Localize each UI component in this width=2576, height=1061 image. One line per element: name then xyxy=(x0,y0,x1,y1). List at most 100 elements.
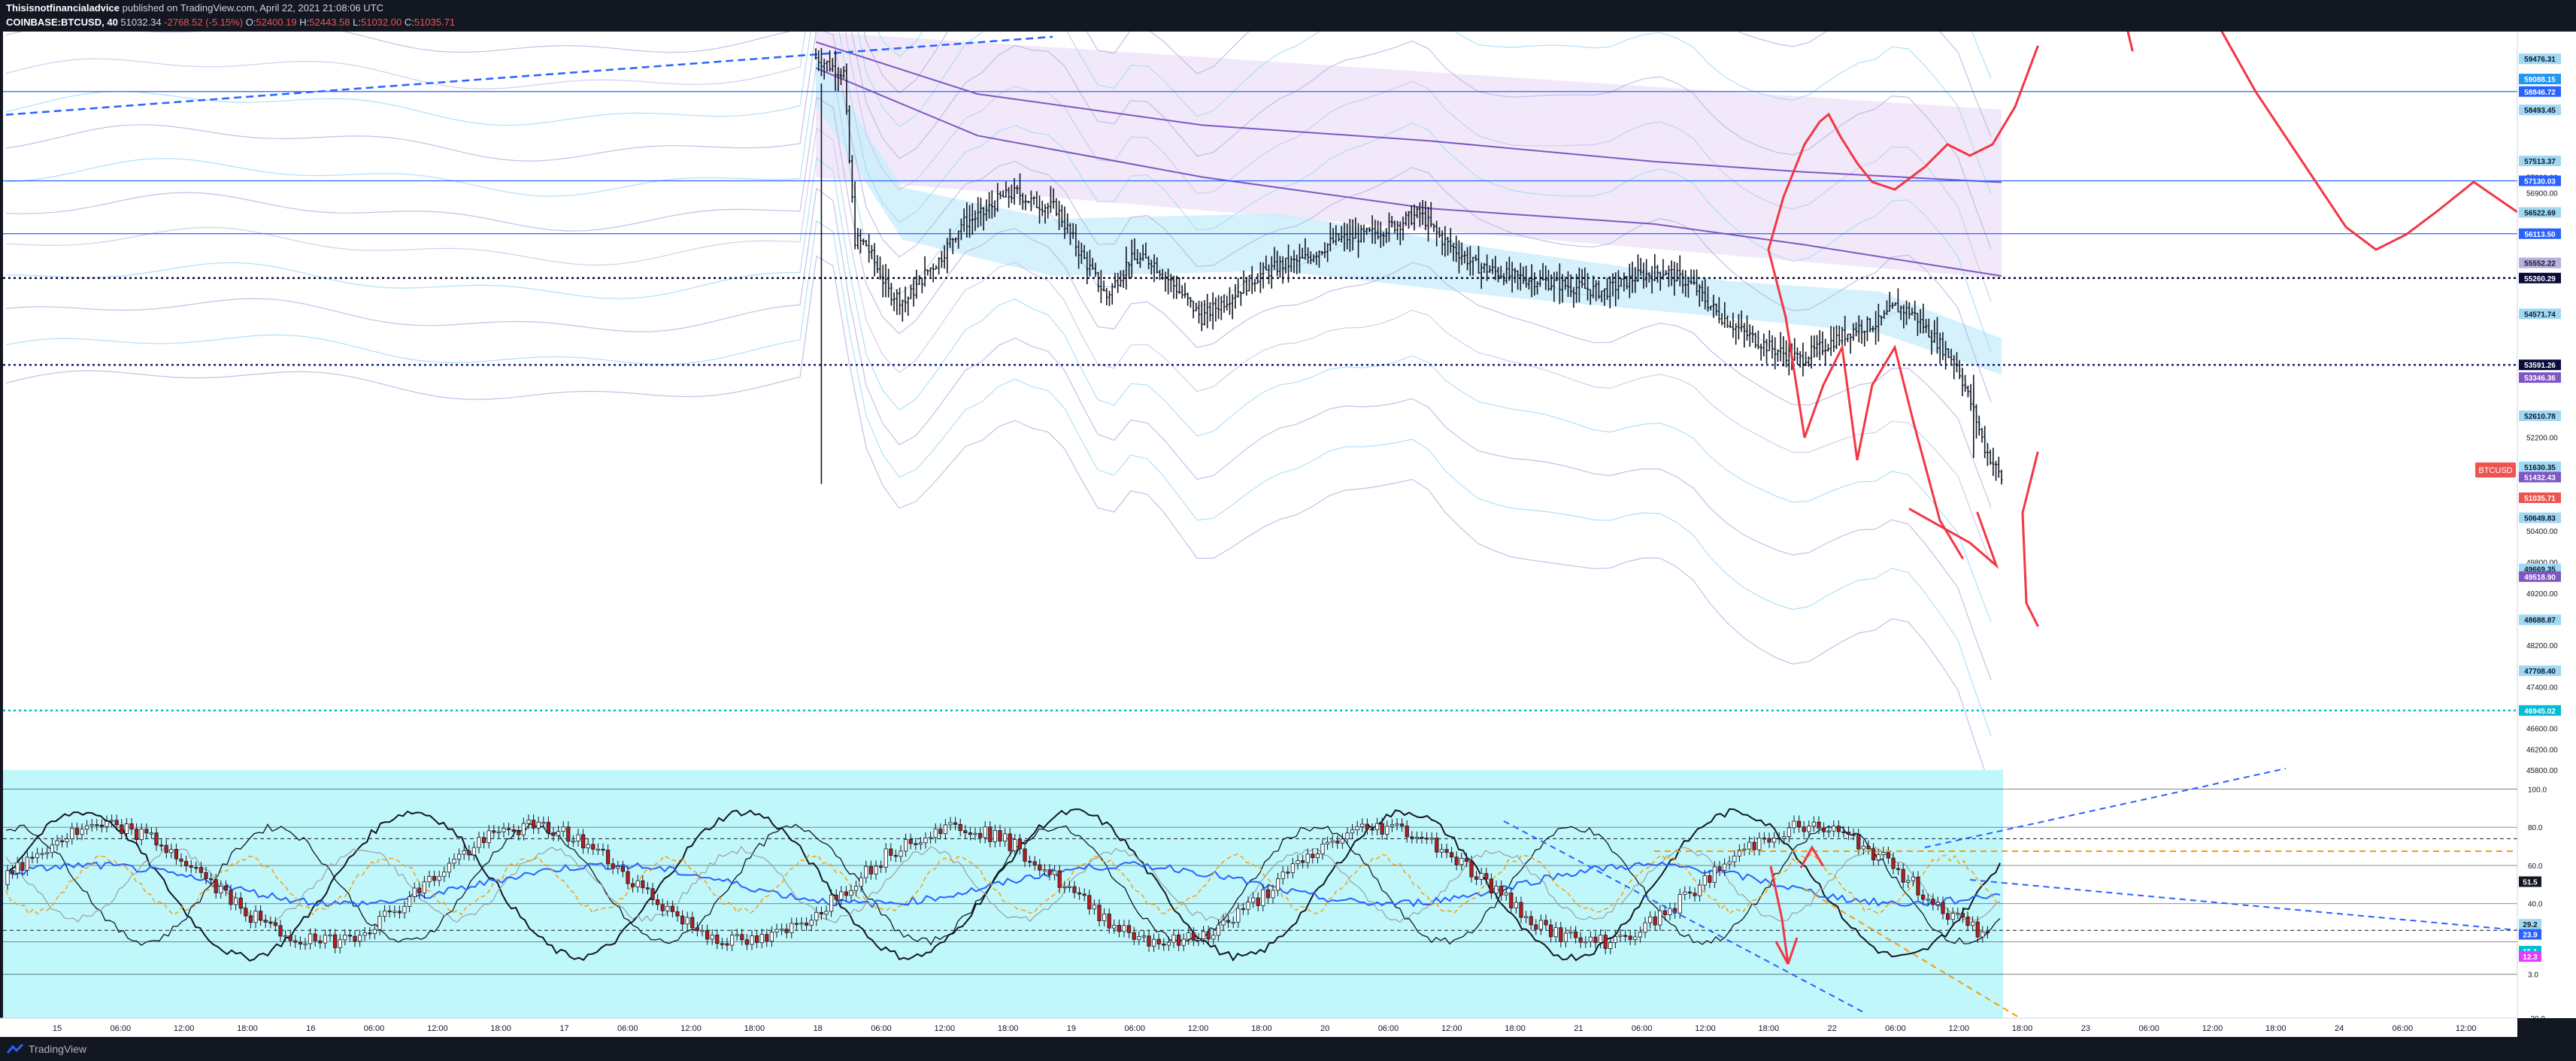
price-label-text: 57130.03 xyxy=(2524,177,2556,186)
oscillator-candle-body xyxy=(645,887,650,890)
oscillator-candle-body xyxy=(1226,920,1231,923)
freehand-arrow-drawing xyxy=(2126,32,2134,52)
oscillator-candle-body xyxy=(263,920,268,923)
oscillator-candle-body xyxy=(1444,849,1449,853)
oscillator-candle-body xyxy=(194,867,199,869)
oscillator-candle-body xyxy=(1092,905,1096,910)
oscillator-candle-body xyxy=(1330,840,1335,843)
oscillator-candle-body xyxy=(1191,932,1196,941)
price-label-text: 56522.69 xyxy=(2524,209,2556,217)
oscillator-candle-body xyxy=(1137,936,1141,940)
oscillator-candle-body xyxy=(134,829,139,840)
oscillator-candle-body xyxy=(402,906,407,914)
oscillator-candle-body xyxy=(1127,925,1132,933)
c-label: C: xyxy=(404,17,414,28)
oscillator-candle-body xyxy=(25,856,30,871)
oscillator-candle-body xyxy=(759,934,764,943)
time-tick-label: 12:00 xyxy=(174,1024,195,1033)
oscillator-candle-body xyxy=(502,828,506,832)
price-axis[interactable] xyxy=(2517,32,2576,1018)
time-tick-label: 12:00 xyxy=(2202,1024,2223,1033)
price-axis-labels: 57200.0056900.0052200.0050400.0049800.00… xyxy=(2519,53,2561,775)
chart-canvas[interactable]: 57200.0056900.0052200.0050400.0049800.00… xyxy=(0,32,2576,1037)
oscillator-candle-body xyxy=(839,891,844,900)
oscillator-candle-body xyxy=(620,865,626,872)
oscillator-candle-body xyxy=(750,935,754,945)
oscillator-candle-body xyxy=(362,932,367,936)
kumo-cloud xyxy=(816,32,2002,279)
price-label-box xyxy=(2519,614,2561,626)
oscillator-candle-body xyxy=(1568,931,1573,934)
oscillator-candle-body xyxy=(958,823,962,832)
symbol-tag-label: BTCUSD xyxy=(2478,466,2512,475)
oscillator-candle-body xyxy=(526,820,531,824)
oscillator-candle-body xyxy=(258,911,263,921)
author-name[interactable]: Thisisnotfinancialadvice xyxy=(6,2,120,14)
oscillator-candle-body xyxy=(382,910,387,917)
time-tick-label: 19 xyxy=(1067,1024,1076,1033)
price-label-text: 51432.43 xyxy=(2524,474,2556,482)
oscillator-candle-body xyxy=(1965,917,1970,926)
oscillator-candle-body xyxy=(601,848,605,851)
oscillator-candle-body xyxy=(169,849,174,853)
time-tick-label: 21 xyxy=(1574,1024,1583,1033)
oscillator-candle-body xyxy=(1459,858,1464,865)
oscillator-pane[interactable] xyxy=(3,768,2518,1025)
oscillator-candle-body xyxy=(710,935,714,940)
oscillator-candle-body xyxy=(541,822,546,824)
oscillator-candle-body xyxy=(536,822,541,829)
oscillator-candle-body xyxy=(422,881,427,893)
time-axis[interactable] xyxy=(0,1018,2517,1037)
oscillator-candle-body xyxy=(99,824,104,827)
oscillator-candle-body xyxy=(1683,891,1687,895)
tradingview-brand[interactable]: TradingView xyxy=(29,1043,87,1055)
oscillator-candle-body xyxy=(437,875,441,881)
oscillator-candle-body xyxy=(1405,826,1409,838)
oscillator-candle-body xyxy=(1425,838,1429,840)
oscillator-candle-body xyxy=(641,880,645,889)
oscillator-candle-body xyxy=(1156,938,1161,944)
oscillator-value-text: 12.3 xyxy=(2523,953,2538,962)
oscillator-candle-body xyxy=(154,832,159,846)
price-change: -2768.52 (-5.15%) xyxy=(164,17,244,28)
oscillator-candle-body xyxy=(427,876,432,883)
oscillator-candle-body xyxy=(556,831,561,836)
symbol-label[interactable]: COINBASE:BTCUSD, 40 xyxy=(6,17,118,28)
oscillator-candle-body xyxy=(551,832,556,836)
oscillator-candle-body xyxy=(1326,841,1330,844)
oscillator-candle-body xyxy=(1311,853,1315,859)
oscillator-candle-body xyxy=(1301,860,1305,863)
oscillator-candle-body xyxy=(606,850,611,865)
price-pane[interactable] xyxy=(3,32,2519,790)
oscillator-candle-body xyxy=(1821,827,1826,832)
price-tick-label: 47400.00 xyxy=(2526,684,2558,692)
oscillator-candle-body xyxy=(1097,905,1102,921)
oscillator-candle-body xyxy=(1767,838,1771,843)
oscillator-candle-body xyxy=(109,820,114,822)
oscillator-candle-body xyxy=(452,859,456,864)
price-label-box xyxy=(2519,86,2561,97)
oscillator-candle-body xyxy=(1028,860,1032,863)
price-label-text: 53346.36 xyxy=(2524,374,2556,383)
time-tick-label: 18:00 xyxy=(2265,1024,2287,1033)
oscillator-candle-body xyxy=(993,829,997,842)
oscillator-candle-body xyxy=(482,837,486,844)
oscillator-candle-body xyxy=(1662,910,1667,915)
oscillator-candle-body xyxy=(233,897,238,905)
oscillator-candle-body xyxy=(1494,886,1499,894)
tradingview-logo-icon[interactable] xyxy=(6,1042,26,1056)
oscillator-candle-body xyxy=(1385,826,1390,835)
oscillator-candle-body xyxy=(1950,913,1955,920)
time-tick-label: 06:00 xyxy=(364,1024,385,1033)
oscillator-candle-body xyxy=(1658,910,1662,926)
oscillator-candle-body xyxy=(1162,943,1166,946)
oscillator-candle-body xyxy=(1315,853,1320,859)
oscillator-candle-body xyxy=(1439,849,1444,853)
oscillator-candle-body xyxy=(1251,897,1256,903)
oscillator-candle-body xyxy=(1013,839,1017,851)
oscillator-candle-body xyxy=(1896,868,1901,870)
oscillator-candle-body xyxy=(1737,849,1741,856)
time-tick-label: 17 xyxy=(559,1024,568,1033)
oscillator-tick-label: 100.0 xyxy=(2528,786,2547,794)
oscillator-candle-body xyxy=(879,865,883,868)
